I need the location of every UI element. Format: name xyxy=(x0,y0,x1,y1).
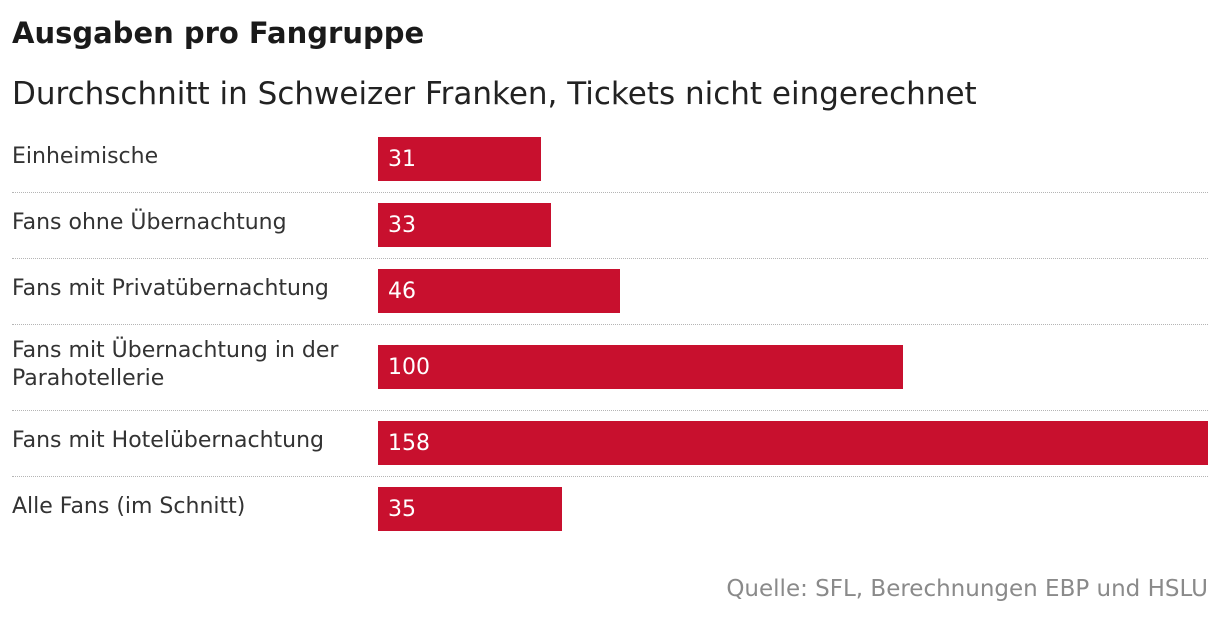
chart-subtitle: Durchschnitt in Schweizer Franken, Ticke… xyxy=(12,76,977,112)
bar-value-label: 158 xyxy=(388,430,430,456)
bar-chart: Einheimische 31 Fans ohne Übernachtung 33 Fa… xyxy=(0,128,1220,548)
row-divider xyxy=(12,476,1208,477)
bar-value-label: 31 xyxy=(388,146,416,172)
row-divider xyxy=(12,324,1208,325)
bar-value-label: 100 xyxy=(388,354,430,380)
bar: 35 xyxy=(378,487,562,531)
category-label: Einheimische xyxy=(12,144,159,169)
category-label: Fans ohne Übernachtung xyxy=(12,210,287,235)
bar-value-label: 33 xyxy=(388,212,416,238)
bar: 100 xyxy=(378,345,903,389)
bar-value-label: 35 xyxy=(388,496,416,522)
bar: 158 xyxy=(378,421,1208,465)
source-note: Quelle: SFL, Berechnungen EBP und HSLU xyxy=(726,576,1208,602)
row-divider xyxy=(12,258,1208,259)
bar: 33 xyxy=(378,203,551,247)
category-label: Fans mit Privatübernachtung xyxy=(12,276,329,301)
bar: 31 xyxy=(378,137,541,181)
category-label: Fans mit Übernachtung in der Parahotelle… xyxy=(12,338,339,391)
category-label: Alle Fans (im Schnitt) xyxy=(12,494,246,519)
category-label: Fans mit Hotelübernachtung xyxy=(12,428,324,453)
row-divider xyxy=(12,410,1208,411)
bar: 46 xyxy=(378,269,620,313)
bar-value-label: 46 xyxy=(388,278,416,304)
row-divider xyxy=(12,192,1208,193)
chart-title: Ausgaben pro Fangruppe xyxy=(12,16,425,50)
